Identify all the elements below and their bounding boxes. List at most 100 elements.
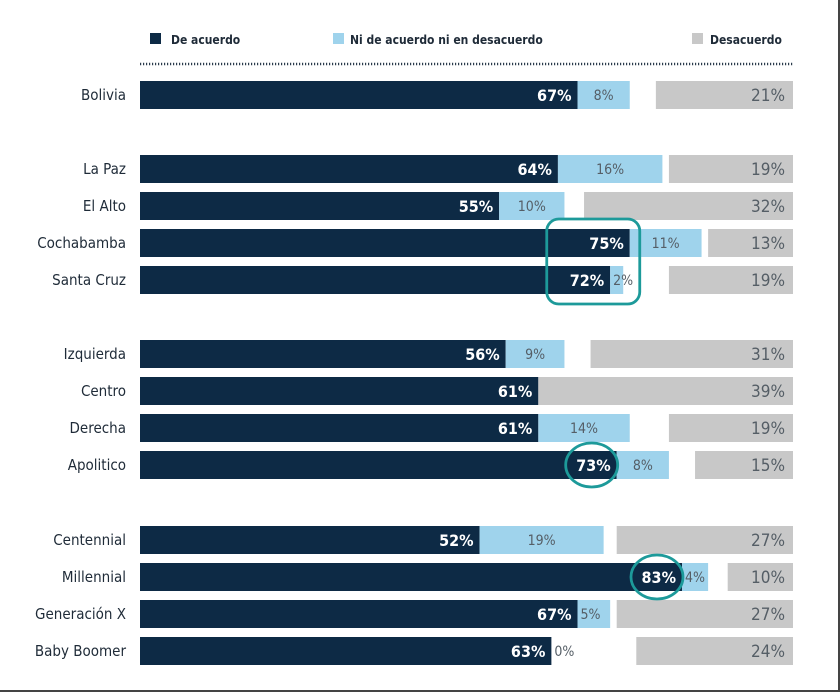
bar-neutral (499, 192, 565, 220)
label-disagree: 10% (751, 568, 785, 588)
label-disagree: 32% (751, 197, 785, 217)
category-label: Apolitico (68, 456, 126, 474)
bar-row-el-alto: El Alto 55% 10% 32% (83, 192, 793, 220)
label-disagree: 19% (751, 160, 785, 180)
legend: De acuerdo Ni de acuerdo ni en desacuerd… (150, 33, 782, 47)
label-neutral: 9% (525, 347, 545, 363)
label-agree: 63% (511, 642, 545, 661)
category-label: Generación X (35, 605, 126, 623)
label-agree: 61% (498, 419, 532, 438)
legend-label-neutral: Ni de acuerdo ni en desacuerdo (350, 33, 543, 47)
bar-disagree (616, 600, 793, 628)
label-agree: 55% (459, 197, 493, 216)
highlight-circle (564, 441, 620, 489)
bar-row-cochabamba: Cochabamba 75% 11% 13% (37, 229, 793, 257)
bar-neutral (557, 155, 663, 183)
category-label: Santa Cruz (52, 271, 126, 289)
bar-row-baby-boomer: Baby Boomer 63% 0% 24% (35, 637, 793, 665)
bar-row-izquierda: Izquierda 56% 9% 31% (64, 340, 793, 368)
label-neutral: 4% (685, 570, 705, 586)
bar-disagree (727, 563, 793, 591)
legend-swatch-disagree (692, 33, 703, 44)
bar-disagree (708, 229, 793, 257)
label-disagree: 21% (751, 86, 785, 106)
category-label: Centennial (53, 531, 126, 549)
label-agree: 72% (570, 271, 604, 290)
label-neutral: 8% (594, 88, 614, 104)
label-agree: 64% (517, 160, 551, 179)
bar-row-generacion-x: Generación X 67% 5% 27% (35, 600, 793, 628)
bar-neutral (577, 600, 611, 628)
bar-rows: Bolivia 67% 8% 21% La Paz 64% 16% 19% El Alto 55%… (35, 81, 793, 665)
label-agree: 52% (439, 531, 473, 550)
label-disagree: 19% (751, 419, 785, 439)
category-label: Cochabamba (37, 234, 126, 252)
label-neutral: 10% (518, 199, 546, 215)
bar-row-millennial: Millennial 83% 4% 10% (62, 563, 793, 591)
legend-label-agree: De acuerdo (171, 33, 240, 47)
label-disagree: 24% (751, 642, 785, 662)
label-disagree: 31% (751, 345, 785, 365)
bar-row-centro: Centro 61% 39% (81, 377, 793, 405)
legend-swatch-neutral (333, 33, 344, 44)
bar-neutral (629, 229, 702, 257)
bar-row-la-paz: La Paz 64% 16% 19% (83, 155, 793, 183)
label-agree: 75% (589, 234, 623, 253)
bar-agree (140, 637, 552, 665)
bar-neutral (505, 340, 565, 368)
label-agree: 56% (465, 345, 499, 364)
highlight-box (545, 217, 642, 306)
bar-disagree (584, 192, 793, 220)
bar-disagree (590, 340, 793, 368)
label-agree: 67% (537, 605, 571, 624)
bar-neutral (479, 526, 604, 554)
bar-row-bolivia: Bolivia 67% 8% 21% (81, 81, 793, 109)
label-neutral: 8% (633, 458, 653, 474)
bar-agree (140, 266, 611, 294)
label-disagree: 27% (751, 531, 785, 551)
bar-agree (140, 377, 539, 405)
bar-agree (140, 563, 682, 591)
label-neutral: 5% (581, 607, 601, 623)
label-agree: 61% (498, 382, 532, 401)
category-label: Izquierda (64, 345, 126, 363)
label-neutral: 11% (652, 236, 680, 252)
category-label: Bolivia (81, 86, 126, 104)
category-label: Baby Boomer (35, 642, 127, 660)
legend-swatch-agree (150, 33, 161, 44)
bar-neutral (681, 563, 709, 591)
label-disagree: 19% (751, 271, 785, 291)
legend-label-disagree: Desacuerdo (710, 33, 782, 47)
highlight-marks (545, 217, 685, 601)
label-neutral: 19% (528, 533, 556, 549)
highlight-circle (629, 553, 685, 601)
bar-disagree (616, 526, 793, 554)
label-neutral: 16% (596, 162, 624, 178)
label-agree: 73% (576, 456, 610, 475)
bar-agree (140, 192, 500, 220)
label-neutral: 14% (570, 421, 598, 437)
bar-neutral (538, 414, 630, 442)
label-neutral: 0% (554, 644, 574, 660)
label-agree: 67% (537, 86, 571, 105)
category-label: El Alto (83, 197, 126, 215)
bar-row-derecha: Derecha 61% 14% 19% (70, 414, 793, 442)
bar-disagree (538, 377, 793, 405)
bar-agree (140, 600, 578, 628)
bar-row-santa-cruz: Santa Cruz 72% 2% 19% (52, 266, 793, 294)
bar-disagree (668, 266, 793, 294)
category-label: Centro (81, 382, 126, 400)
bar-disagree (636, 637, 793, 665)
label-agree: 83% (642, 568, 676, 587)
bar-neutral (577, 81, 630, 109)
bar-agree (140, 81, 578, 109)
bar-neutral (616, 451, 669, 479)
category-label: Derecha (70, 419, 126, 437)
bar-agree (140, 340, 506, 368)
bar-disagree (695, 451, 793, 479)
bar-agree (140, 155, 558, 183)
label-disagree: 39% (751, 382, 785, 402)
bar-disagree (668, 414, 793, 442)
